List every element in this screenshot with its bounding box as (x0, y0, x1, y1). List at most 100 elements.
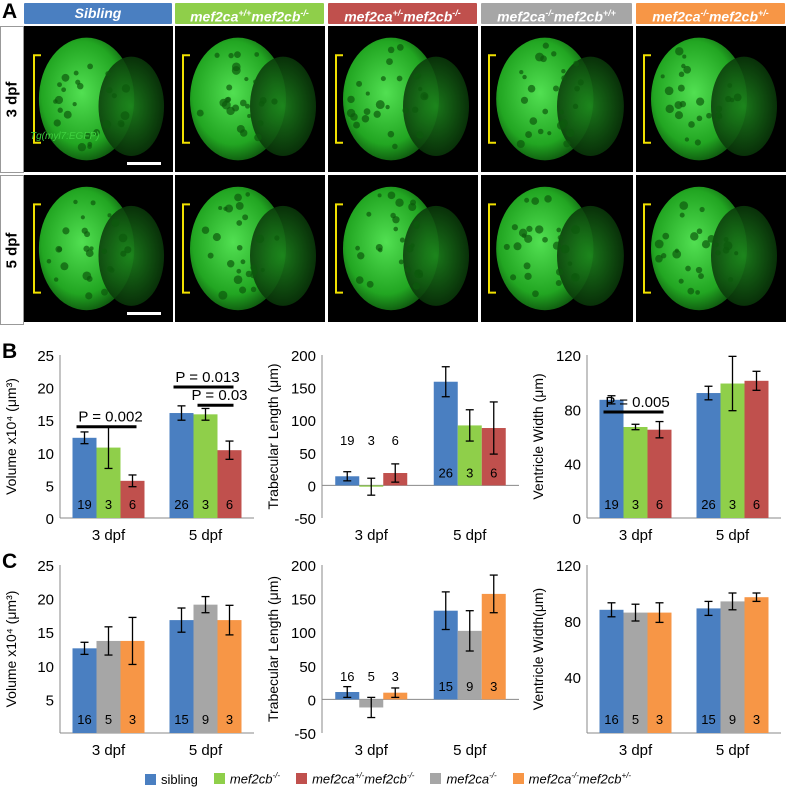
bar (96, 640, 121, 733)
bar (217, 450, 242, 518)
y-axis-label: Volume x10⁴ (μm³) (3, 591, 19, 708)
y-axis-label: Trabecular Length (μm) (265, 363, 281, 509)
legend-swatch (512, 773, 524, 785)
heart-image-r1-c2 (328, 175, 478, 322)
y-tick-label: 10 (37, 659, 54, 676)
heart-image-r1-c1 (175, 175, 325, 322)
bar (193, 604, 218, 733)
n-label: 3 (368, 433, 375, 448)
y-tick-label: 40 (564, 670, 581, 687)
chart-b-trabecular: Trabecular Length (μm) -50 0 50 100 150 200 19 3… (262, 345, 527, 550)
ventricle-width-bracket (182, 203, 190, 294)
heart-shape (38, 186, 165, 311)
n-label: 15 (701, 712, 715, 727)
chart-b-ventricle: Ventricle Width (μm) 0 40 80 120 19 3 6 3 dpf 26 3… (527, 345, 789, 550)
bar (169, 620, 194, 733)
heart-shape (343, 186, 469, 311)
y-tick-label: 25 (37, 348, 54, 365)
n-label: 3 (729, 497, 736, 512)
n-label: 5 (105, 712, 112, 727)
x-tick-label: 3 dpf (355, 527, 389, 544)
legend-label: mef2cb-/- (229, 771, 281, 787)
heart-shape (651, 186, 777, 311)
legend-item-4: mef2ca-/-mef2cb+/- (512, 771, 631, 787)
legend-item-3: mef2ca-/- (430, 771, 497, 787)
bar (599, 609, 624, 733)
y-tick-label: 200 (291, 558, 316, 575)
ventricle-width-bracket (33, 54, 41, 144)
bar (193, 414, 218, 518)
panel-letter-a: A (2, 0, 18, 23)
n-label: 6 (753, 497, 760, 512)
legend-swatch (213, 773, 225, 785)
column-header-4: mef2ca-/-mef2cb+/- (636, 3, 785, 25)
bar (623, 426, 648, 518)
x-tick-label: 5 dpf (716, 742, 750, 759)
bar (433, 381, 458, 486)
legend-swatch (145, 773, 156, 785)
y-tick-label: 20 (37, 381, 54, 398)
legend-item-2: mef2ca+/-mef2cb-/- (296, 771, 414, 787)
scale-bar (127, 162, 161, 165)
p-value-label: P = 0.013 (175, 369, 239, 386)
row-label-3dpf: 3 dpf (0, 26, 24, 173)
ventricle-width-bracket (488, 54, 496, 144)
x-tick-label: 3 dpf (355, 742, 389, 759)
bar (696, 608, 721, 733)
y-tick-label: 0 (308, 692, 316, 709)
y-tick-label: -50 (294, 511, 316, 528)
heart-shape (496, 186, 624, 311)
bar (72, 648, 97, 733)
scale-bar (127, 312, 161, 315)
bar (744, 597, 769, 733)
y-tick-label: 0 (46, 511, 54, 528)
n-label: 3 (105, 497, 112, 512)
heart-shape (496, 37, 624, 161)
x-tick-label: 3 dpf (92, 527, 126, 544)
y-axis-label: Volume x10⁴ (μm³) (3, 378, 19, 495)
n-label: 6 (129, 497, 136, 512)
y-tick-label: 120 (556, 558, 581, 575)
bar (599, 399, 624, 518)
heart-shape (651, 37, 777, 161)
y-tick-label: 80 (564, 614, 581, 631)
chart-b-volume: Volume x10⁴ (μm³) 0 5 10 15 20 25 19 3 6 3 dpf 26 3 6… (0, 345, 262, 550)
n-label: 9 (202, 712, 209, 727)
heart-image-r1-c0 (24, 175, 173, 322)
n-label: 16 (340, 669, 354, 684)
n-label: 26 (701, 497, 715, 512)
transgene-label: Tg(myl7:EGFP) (30, 131, 100, 142)
bar (72, 437, 97, 518)
y-tick-label: 10 (37, 446, 54, 463)
y-tick-label: 0 (308, 478, 316, 495)
bar (217, 620, 242, 733)
ventricle-width-bracket (643, 203, 651, 294)
n-label: 3 (656, 712, 663, 727)
y-tick-label: 5 (46, 478, 54, 495)
heart-image-r0-c3 (481, 26, 633, 172)
n-label: 19 (340, 433, 354, 448)
heart-image-r1-c3 (481, 175, 633, 322)
n-label: 3 (632, 497, 639, 512)
p-value-label: P = 0.03 (191, 387, 247, 404)
bar (647, 429, 672, 518)
column-header-1: mef2ca+/+mef2cb-/- (175, 3, 324, 25)
n-label: 16 (77, 712, 91, 727)
chart-c-volume: Volume x10⁴ (μm³) 5 10 15 20 25 16 5 3 3 dpf 15 9 3 5… (0, 555, 262, 765)
y-tick-label: 150 (291, 592, 316, 609)
heart-image-r1-c4 (636, 175, 786, 322)
n-label: 6 (226, 497, 233, 512)
n-label: 3 (129, 712, 136, 727)
n-label: 3 (490, 679, 497, 694)
n-label: 26 (439, 465, 453, 480)
n-label: 5 (632, 712, 639, 727)
ventricle-width-bracket (643, 54, 651, 144)
y-tick-label: 5 (46, 692, 54, 709)
y-tick-label: 15 (37, 413, 54, 430)
ventricle-width-bracket (335, 54, 343, 144)
column-header-3: mef2ca-/-mef2cb+/+ (481, 3, 632, 25)
legend-label: mef2ca-/- (446, 771, 497, 787)
x-tick-label: 3 dpf (619, 742, 653, 759)
y-axis-label: Trabecular Length (μm) (265, 576, 281, 722)
n-label: 6 (490, 465, 497, 480)
